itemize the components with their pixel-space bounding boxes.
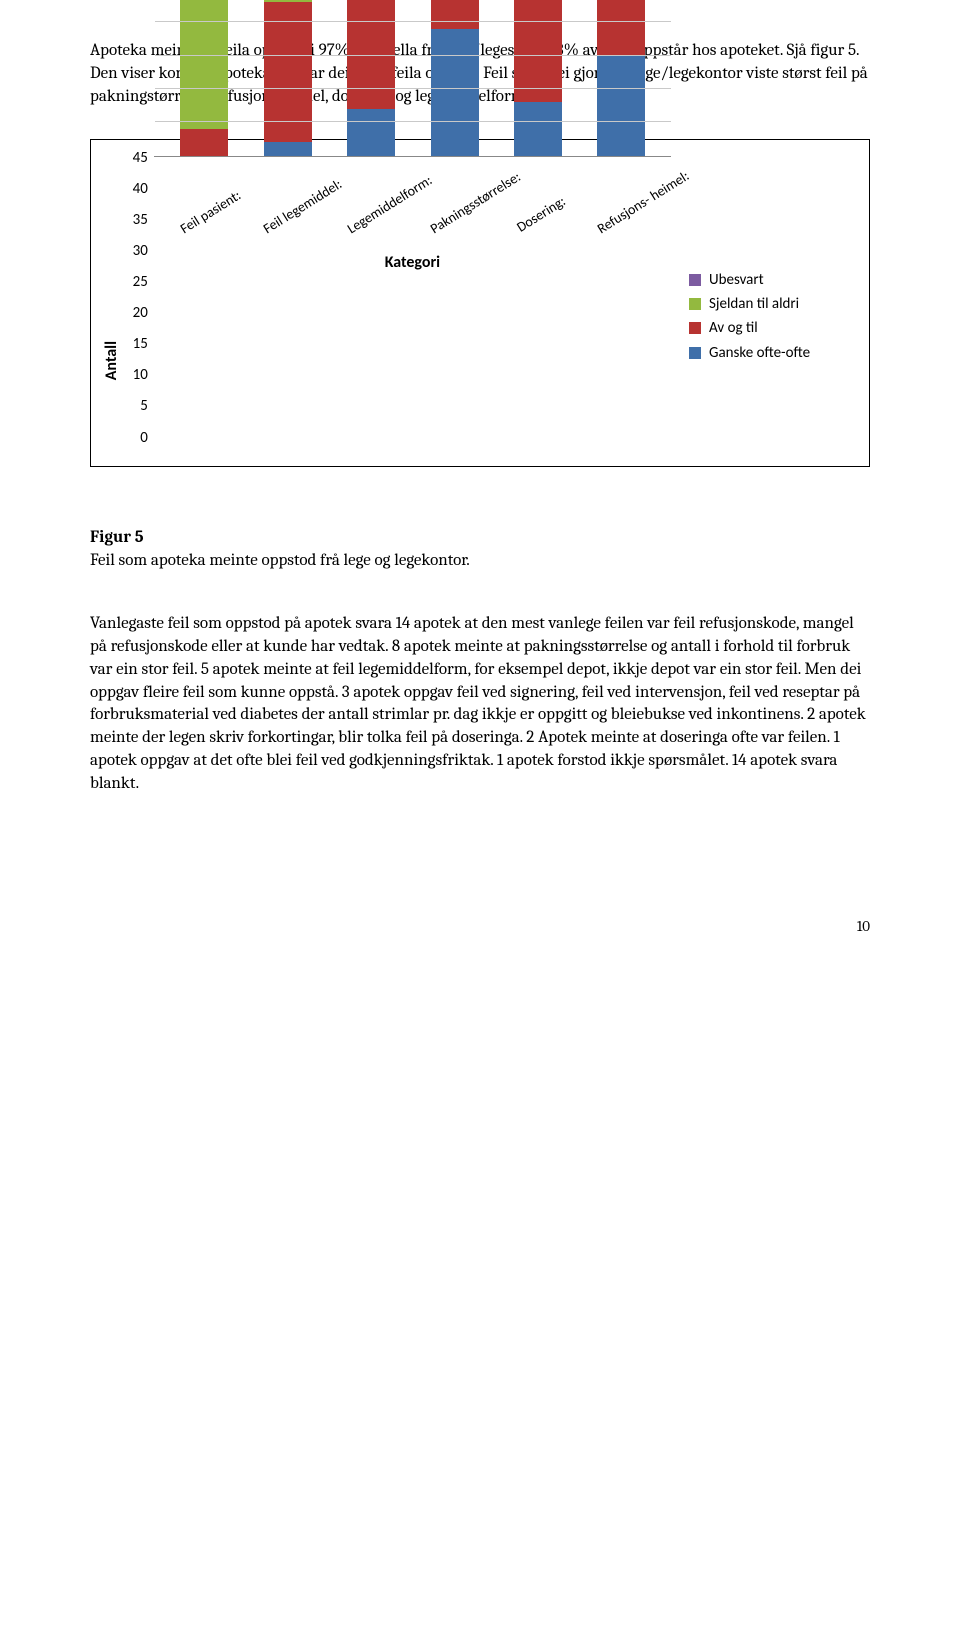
legend-swatch	[689, 347, 701, 359]
chart-container: Antall 454035302520151050 Feil pasient:F…	[90, 139, 870, 467]
x-tick-label: Refusjons- heimel:	[594, 191, 655, 239]
legend-label: Sjeldan til aldri	[709, 294, 799, 314]
x-tick-label: Feil legemiddel:	[260, 191, 321, 239]
gridline	[155, 21, 671, 22]
bar	[180, 0, 228, 156]
x-tick-label: Legemiddelform:	[344, 191, 405, 239]
bar-segment-ofte	[347, 109, 395, 156]
legend-label: Ganske ofte-ofte	[709, 343, 810, 363]
page-number: 10	[90, 916, 870, 936]
bar-segment-ofte	[431, 29, 479, 156]
x-axis-title: Kategori	[154, 252, 671, 274]
y-tick: 25	[133, 272, 148, 292]
legend-item: Ubesvart	[689, 270, 849, 290]
bar	[597, 0, 645, 156]
gridline	[155, 55, 671, 56]
bar-segment-avogtil	[597, 0, 645, 56]
bar	[514, 0, 562, 156]
y-axis-label: Antall	[101, 341, 123, 380]
legend: Ubesvart Sjeldan til aldri Av og til Ganske…	[689, 266, 849, 367]
x-tick-label: Pakningsstørrelse:	[427, 191, 488, 239]
y-tick: 30	[133, 241, 148, 261]
bar-segment-sjeldan	[180, 0, 228, 129]
y-tick: 5	[140, 396, 148, 416]
y-tick: 20	[133, 303, 148, 323]
y-tick: 0	[140, 428, 148, 448]
legend-item: Av og til	[689, 318, 849, 338]
y-tick: 35	[133, 210, 148, 230]
x-tick-label: Dosering:	[511, 191, 572, 239]
bar-segment-ofte	[264, 142, 312, 155]
figure-label: Figur 5	[90, 527, 870, 550]
legend-swatch	[689, 322, 701, 334]
bar-segment-ofte	[514, 102, 562, 155]
bar-segment-avogtil	[180, 129, 228, 156]
bar	[431, 0, 479, 156]
legend-swatch	[689, 274, 701, 286]
gridline	[155, 121, 671, 122]
figure-caption: Feil som apoteka meinte oppstod frå lege…	[90, 550, 870, 573]
bar-segment-ofte	[597, 56, 645, 156]
bar-segment-avogtil	[514, 0, 562, 102]
bar	[264, 0, 312, 156]
x-axis-labels: Feil pasient:Feil legemiddel:Legemiddelf…	[154, 163, 671, 182]
legend-label: Ubesvart	[709, 270, 764, 290]
legend-item: Ganske ofte-ofte	[689, 343, 849, 363]
y-tick: 15	[133, 334, 148, 354]
body-paragraph: Vanlegaste feil som oppstod på apotek sv…	[90, 613, 870, 797]
y-tick: 10	[133, 365, 148, 385]
y-tick: 45	[133, 148, 148, 168]
y-tick: 40	[133, 179, 148, 199]
plot-area	[154, 156, 671, 157]
x-tick-label: Feil pasient:	[177, 191, 238, 239]
y-axis-ticks: 45 40 35 30 25 20 15 10 5 0	[133, 148, 154, 448]
bar	[347, 0, 395, 156]
legend-item: Sjeldan til aldri	[689, 294, 849, 314]
bar-segment-avogtil	[431, 0, 479, 29]
legend-swatch	[689, 298, 701, 310]
legend-label: Av og til	[709, 318, 758, 338]
gridline	[155, 88, 671, 89]
